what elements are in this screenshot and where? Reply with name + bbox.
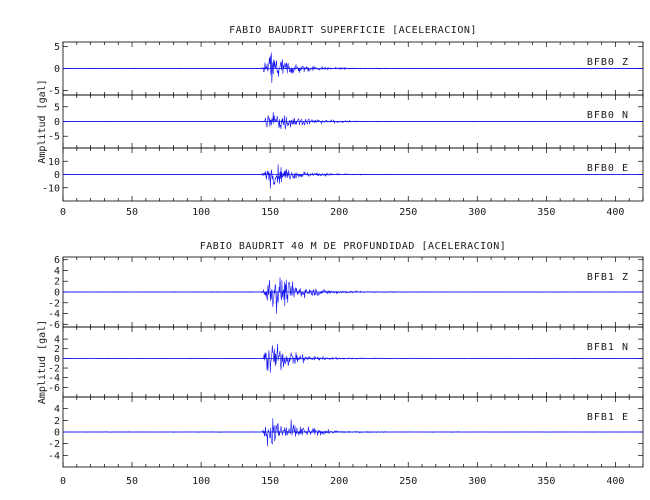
y-tick-label: 2 [54, 344, 60, 355]
y-tick-label: 0 [54, 354, 60, 365]
waveform-trace [62, 112, 643, 130]
x-tick-label: 50 [126, 476, 138, 487]
y-tick-label: -4 [48, 309, 60, 320]
y-tick-label: -5 [48, 86, 60, 97]
x-tick-label: 150 [261, 476, 279, 487]
panel-frame [62, 326, 644, 398]
y-tick-label: 4 [54, 266, 60, 277]
chart-2: FABIO BAUDRIT 40 M DE PROFUNDIDAD [ACELE… [37, 241, 644, 487]
y-tick-label: -2 [48, 364, 60, 375]
x-tick-label: 400 [606, 207, 624, 218]
y-tick-label: 0 [54, 170, 60, 181]
chart-1: FABIO BAUDRIT SUPERFICIE [ACELERACION] Am… [37, 25, 644, 218]
y-tick-label: 6 [54, 255, 60, 266]
y-tick-label: 10 [48, 157, 60, 168]
x-tick-label: 0 [60, 476, 66, 487]
x-tick-label: 350 [537, 207, 555, 218]
x-tick-label: 150 [261, 207, 279, 218]
waveform-trace [62, 277, 643, 314]
chart-title: FABIO BAUDRIT SUPERFICIE [ACELERACION] [229, 25, 477, 36]
trace-panel: -10 0 10 BFB0 E [42, 147, 644, 202]
trace-panel: -5 0 5 BFB0 Z [48, 41, 644, 97]
y-tick-label: 5 [54, 42, 60, 53]
x-tick-label: 400 [606, 476, 624, 487]
x-tick-label: 350 [537, 476, 555, 487]
x-tick-label: 50 [126, 207, 138, 218]
y-tick-label: 4 [54, 404, 60, 415]
trace-label: BFB1 E [587, 412, 629, 423]
y-tick-label: 0 [54, 428, 60, 439]
y-tick-label: -10 [42, 183, 60, 194]
x-tick-label: 0 [60, 207, 66, 218]
y-axis-label: Amplitud [gal] [37, 79, 48, 163]
waveform-trace [62, 343, 643, 373]
y-tick-label: 0 [54, 288, 60, 299]
chart-title: FABIO BAUDRIT 40 M DE PROFUNDIDAD [ACELE… [200, 241, 506, 252]
x-tick-label: 200 [330, 476, 348, 487]
trace-label: BFB0 E [587, 163, 629, 174]
waveform-trace [62, 52, 643, 84]
trace-label: BFB1 N [587, 342, 629, 353]
waveform-trace [62, 418, 643, 447]
trace-label: BFB0 N [587, 110, 629, 121]
y-tick-label: -4 [48, 451, 60, 462]
y-tick-label: 4 [54, 335, 60, 346]
x-tick-label: 300 [468, 207, 486, 218]
y-tick-label: 0 [54, 64, 60, 75]
y-tick-label: 0 [54, 117, 60, 128]
x-tick-label: 100 [192, 207, 210, 218]
y-tick-label: -6 [48, 320, 60, 331]
y-tick-label: 2 [54, 277, 60, 288]
y-tick-label: -2 [48, 298, 60, 309]
trace-label: BFB1 Z [587, 272, 629, 283]
x-tick-label: 100 [192, 476, 210, 487]
trace-panel: -5 0 5 BFB0 N [48, 94, 644, 149]
x-tick-label: 250 [399, 476, 417, 487]
y-tick-label: -6 [48, 383, 60, 394]
y-tick-label: -5 [48, 132, 60, 143]
y-tick-label: 2 [54, 416, 60, 427]
x-tick-label: 200 [330, 207, 348, 218]
x-tick-label: 250 [399, 207, 417, 218]
y-axis-label: Amplitud [gal] [37, 320, 48, 404]
y-tick-label: -2 [48, 439, 60, 450]
x-tick-label: 300 [468, 476, 486, 487]
y-tick-label: -4 [48, 373, 60, 384]
y-tick-label: 5 [54, 102, 60, 113]
waveform-trace [63, 164, 643, 189]
trace-label: BFB0 Z [587, 57, 629, 68]
